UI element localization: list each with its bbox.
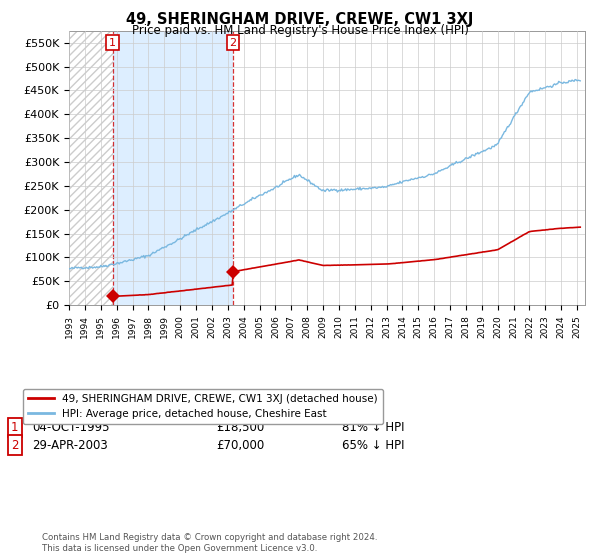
Text: £70,000: £70,000 <box>216 438 265 452</box>
Text: Contains HM Land Registry data © Crown copyright and database right 2024.
This d: Contains HM Land Registry data © Crown c… <box>42 533 377 553</box>
Text: 2: 2 <box>229 38 236 48</box>
Text: 1: 1 <box>11 421 19 434</box>
Text: £18,500: £18,500 <box>216 421 265 434</box>
Text: 29-APR-2003: 29-APR-2003 <box>32 438 107 452</box>
Bar <box>113 31 233 305</box>
Text: 1: 1 <box>109 38 116 48</box>
Text: 04-OCT-1995: 04-OCT-1995 <box>32 421 109 434</box>
Text: 2: 2 <box>11 438 19 452</box>
Text: 65% ↓ HPI: 65% ↓ HPI <box>343 438 405 452</box>
Text: 81% ↓ HPI: 81% ↓ HPI <box>343 421 405 434</box>
Text: 49, SHERINGHAM DRIVE, CREWE, CW1 3XJ: 49, SHERINGHAM DRIVE, CREWE, CW1 3XJ <box>127 12 473 27</box>
Text: Price paid vs. HM Land Registry's House Price Index (HPI): Price paid vs. HM Land Registry's House … <box>131 24 469 37</box>
Legend: 49, SHERINGHAM DRIVE, CREWE, CW1 3XJ (detached house), HPI: Average price, detac: 49, SHERINGHAM DRIVE, CREWE, CW1 3XJ (de… <box>23 389 383 424</box>
